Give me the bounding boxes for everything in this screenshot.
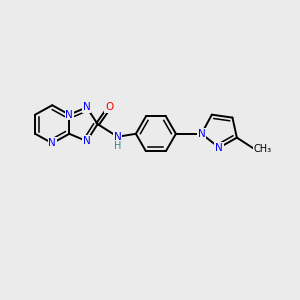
Text: N: N [114,132,122,142]
Text: O: O [105,102,113,112]
Text: N: N [83,102,91,112]
Text: N: N [83,136,91,146]
Text: N: N [215,142,223,153]
Text: H: H [114,141,121,151]
Text: N: N [48,138,56,148]
Text: N: N [198,129,206,139]
Text: N: N [65,110,73,120]
Text: CH₃: CH₃ [254,143,272,154]
